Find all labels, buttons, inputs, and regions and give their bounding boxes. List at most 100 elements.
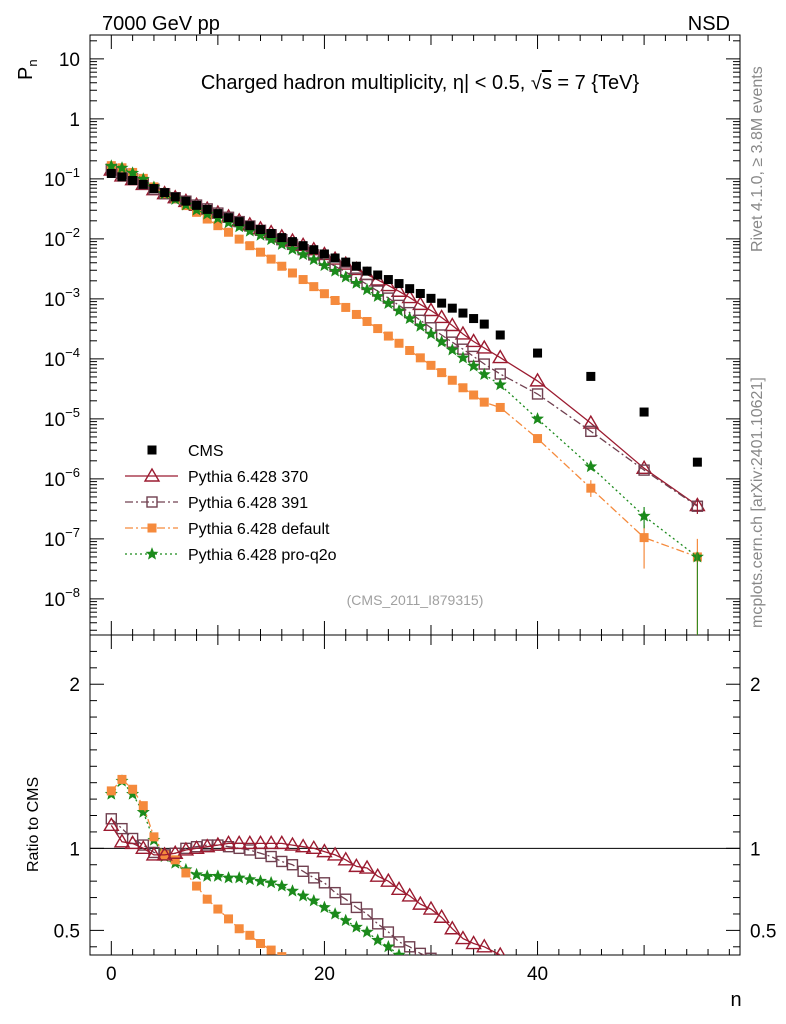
data-point	[586, 991, 596, 1001]
data-point	[287, 237, 297, 247]
data-point	[639, 407, 649, 417]
data-point	[405, 993, 414, 1002]
data-point	[373, 987, 382, 996]
data-point	[188, 839, 205, 855]
data-point	[371, 933, 385, 946]
data-point	[360, 925, 374, 938]
data-point	[255, 939, 265, 949]
data-point	[190, 867, 204, 881]
data-point	[458, 308, 468, 318]
plot-title: Charged hadron multiplicity, η| < 0.5, √…	[201, 72, 640, 94]
data-point	[255, 247, 265, 257]
y-tick-label: 10−3	[44, 285, 80, 311]
data-point	[403, 311, 417, 325]
data-point	[317, 900, 331, 913]
data-point	[232, 871, 246, 884]
legend-item: Pythia 6.428 default	[125, 521, 330, 538]
data-point	[297, 865, 309, 878]
data-point	[245, 241, 255, 251]
y-tick-label: 10−6	[44, 465, 80, 491]
main-y-axis: 10 1 10−1 10−2 10−3 10−4 10−5 10−6 10−7 10−8	[44, 40, 740, 631]
data-point	[586, 1006, 595, 1015]
y-tick-label: 10−5	[44, 405, 80, 431]
data-point	[468, 980, 479, 991]
legend-marker	[143, 467, 161, 482]
data-point	[416, 994, 425, 1003]
data-point	[329, 886, 341, 899]
data-point	[309, 282, 319, 292]
data-point	[479, 984, 490, 995]
legend-item: Pythia 6.428 pro-q2o	[125, 547, 337, 564]
data-point	[241, 835, 259, 850]
series-line	[110, 825, 502, 955]
data-point	[213, 221, 223, 231]
data-point	[454, 325, 472, 340]
data-point	[533, 348, 543, 358]
data-point	[339, 913, 353, 927]
main-panel-frame	[89, 34, 741, 636]
data-point	[447, 303, 457, 313]
data-point	[266, 254, 276, 264]
data-point	[220, 835, 237, 850]
data-point	[104, 159, 118, 172]
data-point	[128, 175, 138, 185]
data-point	[224, 213, 234, 223]
data-point	[692, 998, 702, 1008]
data-point	[412, 895, 429, 910]
data-point	[192, 881, 202, 891]
data-point	[330, 295, 340, 305]
data-point	[531, 412, 544, 425]
ratio-tick-label: 0.5	[54, 921, 80, 942]
x-axis: 0 20 40	[106, 35, 730, 985]
data-point	[447, 375, 457, 385]
data-point	[425, 965, 436, 976]
ratio-tick-label-right: 0.5	[750, 921, 776, 942]
data-point	[405, 284, 415, 294]
plot-title-eta: η| < 0.5,	[453, 72, 531, 94]
data-point	[401, 289, 418, 304]
data-point	[467, 359, 481, 372]
data-point	[276, 855, 288, 868]
ratio-ylabel: Ratio to CMS	[25, 777, 42, 872]
data-point	[479, 319, 489, 329]
data-point	[479, 971, 489, 981]
data-point	[465, 935, 482, 950]
data-point	[437, 958, 447, 968]
data-point	[319, 289, 329, 299]
data-point	[288, 959, 297, 968]
data-point	[330, 253, 340, 263]
data-point	[693, 1004, 702, 1013]
data-point	[296, 247, 310, 260]
data-point	[277, 233, 287, 243]
data-point	[339, 270, 353, 283]
ratio-series-group	[103, 774, 702, 1016]
data-point	[371, 289, 385, 302]
data-point	[458, 999, 467, 1008]
data-point	[350, 901, 363, 914]
ratio-tick-label-right: 1	[750, 839, 761, 860]
data-point	[433, 908, 450, 923]
data-point	[115, 161, 129, 174]
data-point	[638, 1004, 649, 1015]
data-point	[106, 786, 116, 796]
data-point	[103, 816, 120, 832]
data-point	[234, 924, 244, 934]
data-point	[454, 930, 472, 945]
data-point	[448, 998, 457, 1007]
data-point	[426, 360, 436, 370]
data-point	[394, 338, 404, 348]
data-point	[401, 887, 418, 902]
data-point	[640, 1007, 649, 1016]
data-point	[117, 774, 127, 784]
data-point	[328, 907, 342, 920]
data-point	[447, 974, 458, 985]
data-point	[145, 846, 163, 861]
data-point	[340, 893, 352, 905]
data-point	[477, 367, 491, 380]
data-point	[531, 388, 544, 400]
legend-label: CMS	[188, 443, 224, 460]
data-point	[128, 784, 138, 794]
legend-marker	[147, 523, 157, 533]
data-point	[341, 302, 351, 312]
data-point	[167, 844, 184, 859]
